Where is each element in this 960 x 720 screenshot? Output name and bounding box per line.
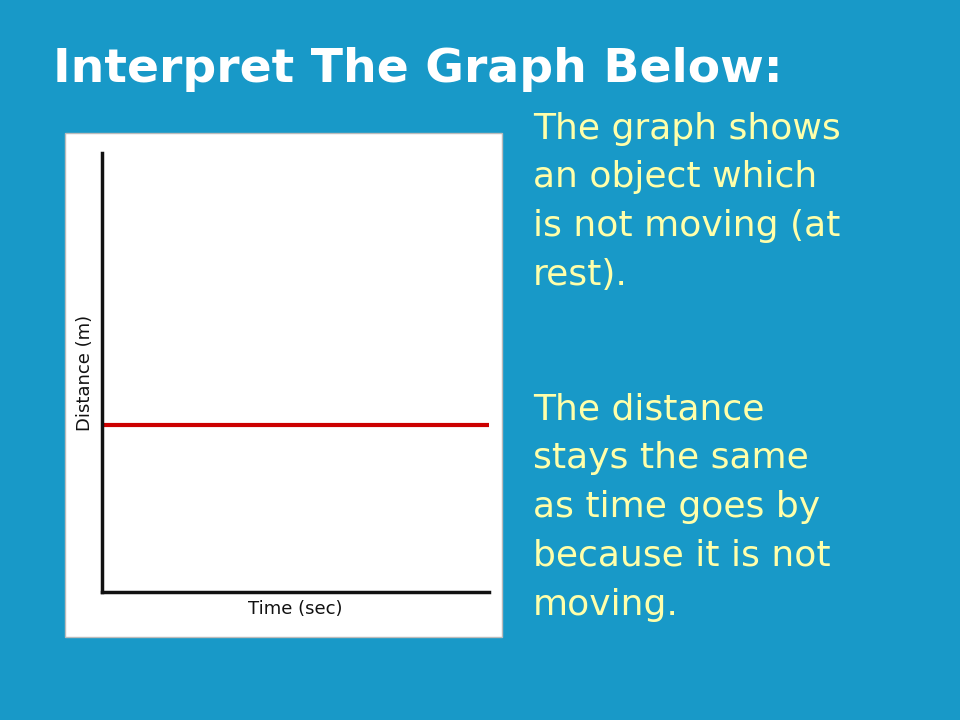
Text: Interpret The Graph Below:: Interpret The Graph Below: (53, 47, 782, 91)
Text: The distance
stays the same
as time goes by
because it is not
moving.: The distance stays the same as time goes… (533, 392, 830, 622)
X-axis label: Time (sec): Time (sec) (249, 600, 343, 618)
Text: The graph shows
an object which
is not moving (at
rest).: The graph shows an object which is not m… (533, 112, 841, 292)
FancyBboxPatch shape (65, 133, 502, 637)
Y-axis label: Distance (m): Distance (m) (76, 315, 94, 431)
